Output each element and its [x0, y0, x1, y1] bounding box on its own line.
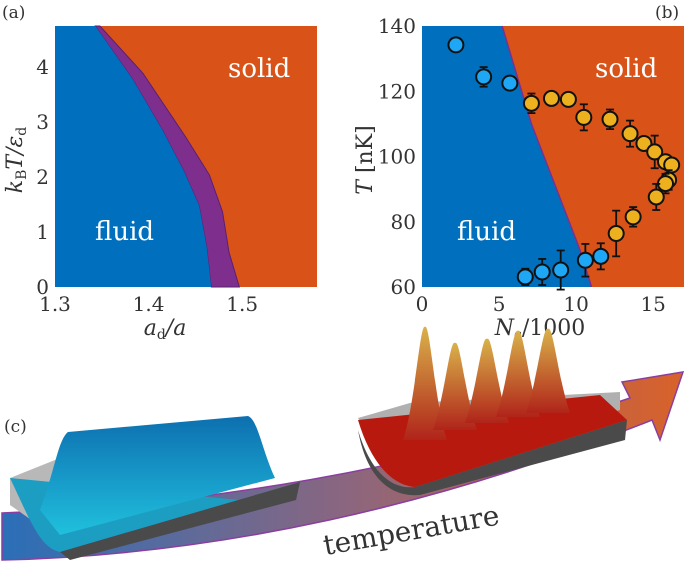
fluid-density-surface	[10, 416, 300, 560]
panel-b-ytick-label: 100	[378, 145, 416, 169]
panel-b-ytick-label: 60	[391, 275, 416, 299]
data-point-fluid	[475, 68, 493, 86]
data-point-solid	[624, 208, 642, 226]
panel-b-xtick-label: 10	[563, 292, 588, 316]
panel-a-xlabel: ad/a	[144, 316, 187, 343]
data-point-fluid	[516, 268, 534, 286]
solid-density-surface	[358, 326, 627, 496]
panel-a-xtick-label: 1.5	[226, 292, 258, 316]
fluid-region	[55, 26, 212, 287]
data-point-fluid	[533, 263, 551, 281]
panel-a-ytick-label: 3	[36, 110, 49, 134]
panel-a-ylabel: kBT/εd	[3, 127, 30, 194]
panel-c-illustration: (c) temperature	[1, 326, 685, 562]
panel-b-plot-area: 0 5 10 15 60 80 100 120 140	[378, 14, 684, 316]
panel-b-ytick-label: 140	[378, 14, 416, 38]
panel-a-plot-area: 1.3 1.4 1.5 0 1 2 3 4	[36, 25, 317, 316]
density-peak	[403, 326, 447, 440]
coexistence-region	[94, 25, 241, 288]
panel-b-xtick-label: 0	[416, 292, 429, 316]
panel-a-ytick-label: 1	[36, 220, 49, 244]
panel-a-fluid-label: fluid	[95, 217, 154, 247]
panel-b-ytick-label: 80	[391, 210, 416, 234]
data-point-solid	[621, 125, 639, 143]
panel-a-xtick-label: 1.3	[39, 292, 71, 316]
panel-a-ytick-label: 0	[36, 275, 49, 299]
panel-b-ytick-label: 120	[378, 79, 416, 103]
panel-b-xtick-label: 15	[640, 292, 665, 316]
data-point-fluid	[552, 261, 570, 279]
density-peak	[433, 342, 477, 430]
data-point-solid	[646, 143, 664, 161]
panel-b-xlabel: Nc/1000	[494, 316, 586, 343]
panel-a-solid-label: solid	[228, 54, 290, 84]
panel-b-solid-label: solid	[595, 54, 657, 84]
data-point-solid	[542, 89, 560, 107]
panel-b-ylabel: T [nK]	[353, 125, 378, 194]
panel-a-ytick-label: 2	[36, 165, 49, 189]
data-point-solid	[559, 90, 577, 108]
panel-c-label: (c)	[4, 417, 27, 437]
data-point-fluid	[576, 251, 594, 269]
panel-a-label: (a)	[2, 3, 25, 23]
data-point-solid	[522, 94, 540, 112]
panel-a-phase-diagram: (a) 1.3 1.4 1.5 0 1 2 3 4 fluid solid ad/a kBT/…	[2, 3, 317, 343]
density-peak	[526, 328, 570, 413]
data-point-solid	[601, 110, 619, 128]
fluid-region	[422, 26, 592, 287]
data-point-fluid	[501, 74, 519, 92]
density-peak	[496, 330, 540, 417]
panel-b-label: (b)	[655, 3, 679, 23]
data-point-solid	[607, 224, 625, 242]
data-point-fluid	[447, 36, 465, 54]
density-peak	[465, 338, 509, 423]
data-point-fluid	[592, 247, 610, 265]
data-point-solid	[647, 188, 665, 206]
panel-a-ytick-label: 4	[36, 55, 49, 79]
data-point-solid	[575, 108, 593, 126]
panel-b-xtick-label: 5	[493, 292, 506, 316]
panel-b-phase-diagram: (b) 0 5 10 15 60 80 100 120 140 fluid solid Nc/1…	[353, 3, 684, 343]
panel-b-fluid-label: fluid	[457, 217, 516, 247]
panel-a-xtick-label: 1.4	[133, 292, 165, 316]
